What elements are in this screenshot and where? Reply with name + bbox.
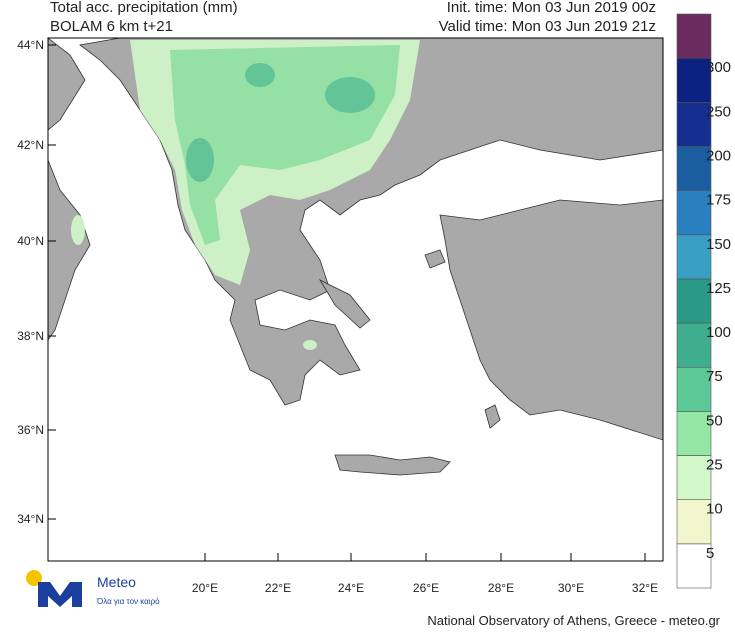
colorbar-swatch bbox=[676, 499, 712, 545]
lon-label: 30°E bbox=[558, 581, 584, 595]
footer: National Observatory of Athens, Greece -… bbox=[427, 613, 720, 628]
lat-label: 44°N bbox=[17, 38, 44, 52]
precip-areas bbox=[71, 40, 420, 350]
colorbar-swatch bbox=[676, 543, 712, 589]
colorbar-swatch bbox=[676, 322, 712, 368]
colorbar-label: 125 bbox=[706, 280, 731, 297]
colorbar-swatch bbox=[676, 411, 712, 456]
colorbar-label: 5 bbox=[706, 545, 714, 562]
lat-label: 42°N bbox=[17, 138, 44, 152]
lon-label: 24°E bbox=[338, 581, 364, 595]
colorbar-swatch bbox=[676, 190, 712, 236]
lat-label: 40°N bbox=[17, 234, 44, 248]
colorbar-label: 250 bbox=[706, 103, 731, 120]
colorbar-swatch bbox=[676, 146, 712, 191]
map-frame bbox=[47, 37, 664, 562]
colorbar-label: 10 bbox=[706, 501, 723, 518]
colorbar-swatch bbox=[676, 278, 712, 324]
lon-label: 26°E bbox=[413, 581, 439, 595]
lat-label: 38°N bbox=[17, 329, 44, 343]
valid-time: Valid time: Mon 03 Jun 2019 21z bbox=[439, 18, 656, 35]
lon-label: 28°E bbox=[488, 581, 514, 595]
rhodes bbox=[484, 404, 501, 429]
logo-tagline: Όλα για τον καιρό bbox=[96, 597, 160, 606]
euboea bbox=[318, 279, 371, 329]
colorbar-label: 100 bbox=[706, 324, 731, 341]
colorbar-swatch bbox=[676, 234, 712, 280]
colorbar-label: 150 bbox=[706, 236, 731, 253]
logo: Meteo Όλα για τον καιρό bbox=[26, 570, 160, 607]
colorbar-label: 200 bbox=[706, 147, 731, 164]
map bbox=[47, 37, 664, 562]
colorbar-label: 75 bbox=[706, 368, 723, 385]
colorbar-label: 300 bbox=[706, 59, 731, 76]
title: Total acc. precipitation (mm) bbox=[50, 0, 238, 16]
colorbar-swatch bbox=[676, 13, 712, 59]
init-time: Init. time: Mon 03 Jun 2019 00z bbox=[447, 0, 656, 16]
logo-name: Meteo bbox=[97, 574, 136, 590]
logo-mark bbox=[38, 582, 82, 607]
lat-label: 34°N bbox=[17, 512, 44, 526]
turkey bbox=[439, 199, 663, 441]
colorbar-swatch bbox=[676, 455, 712, 500]
lesbos bbox=[424, 249, 446, 269]
colorbar-swatch bbox=[676, 366, 712, 412]
colorbar-swatch bbox=[676, 57, 712, 103]
lon-label: 32°E bbox=[632, 581, 658, 595]
crete bbox=[334, 454, 451, 476]
lat-label: 36°N bbox=[17, 423, 44, 437]
italy bbox=[48, 38, 91, 341]
colorbar-label: 50 bbox=[706, 412, 723, 429]
model: BOLAM 6 km t+21 bbox=[50, 18, 173, 35]
lon-label: 20°E bbox=[192, 581, 218, 595]
colorbar-label: 25 bbox=[706, 457, 723, 474]
colorbar-label: 175 bbox=[706, 192, 731, 209]
lon-label: 22°E bbox=[265, 581, 291, 595]
